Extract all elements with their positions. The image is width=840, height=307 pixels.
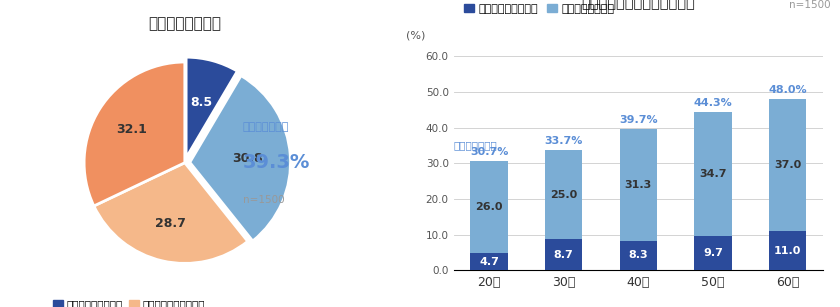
- Text: 11.0: 11.0: [774, 246, 801, 255]
- Bar: [545, 150, 582, 239]
- Wedge shape: [94, 163, 248, 263]
- Text: (%): (%): [406, 30, 425, 40]
- Text: 25.0: 25.0: [550, 190, 577, 200]
- Bar: [620, 129, 657, 241]
- Text: 28.7: 28.7: [155, 217, 186, 230]
- Title: 腸活に対する意識: 腸活に対する意識: [149, 17, 221, 32]
- Wedge shape: [186, 57, 238, 158]
- Legend: とても意識している, やや意識している: とても意識している, やや意識している: [459, 0, 618, 18]
- Text: 30.8: 30.8: [232, 152, 262, 165]
- Bar: [470, 161, 507, 253]
- Text: 32.1: 32.1: [117, 123, 148, 136]
- Text: 8.3: 8.3: [628, 251, 648, 260]
- Text: n=1500: n=1500: [243, 196, 284, 205]
- Text: 意識している計: 意識している計: [454, 140, 497, 150]
- Text: 8.5: 8.5: [190, 96, 213, 109]
- Text: 9.7: 9.7: [703, 248, 723, 258]
- Bar: [620, 241, 657, 270]
- Bar: [769, 231, 806, 270]
- Bar: [470, 253, 507, 270]
- Text: 39.3%: 39.3%: [243, 153, 310, 172]
- Text: 44.3%: 44.3%: [694, 98, 732, 108]
- Text: 8.7: 8.7: [554, 250, 574, 260]
- Wedge shape: [84, 62, 185, 206]
- Bar: [545, 239, 582, 270]
- Text: 31.3: 31.3: [625, 180, 652, 190]
- Bar: [769, 99, 806, 231]
- Text: 33.7%: 33.7%: [544, 136, 583, 146]
- Text: 37.0: 37.0: [774, 160, 801, 170]
- Bar: [695, 235, 732, 270]
- Text: 30.7%: 30.7%: [470, 147, 508, 157]
- Text: 意識している計: 意識している計: [243, 122, 289, 132]
- Text: 48.0%: 48.0%: [769, 85, 807, 95]
- Text: n=1500: n=1500: [789, 1, 831, 10]
- Text: 4.7: 4.7: [479, 257, 499, 267]
- Legend: とても意識している, やや意識している, あまり意識していない, 全く意識していない: とても意識している, やや意識している, あまり意識していない, 全く意識してい…: [50, 295, 210, 307]
- Text: 26.0: 26.0: [475, 202, 503, 212]
- Wedge shape: [190, 76, 291, 241]
- Text: 34.7: 34.7: [700, 169, 727, 179]
- Text: 39.7%: 39.7%: [619, 115, 658, 126]
- Bar: [695, 112, 732, 235]
- Title: 【年代別】腸活に対する意識: 【年代別】腸活に対する意識: [581, 0, 696, 10]
